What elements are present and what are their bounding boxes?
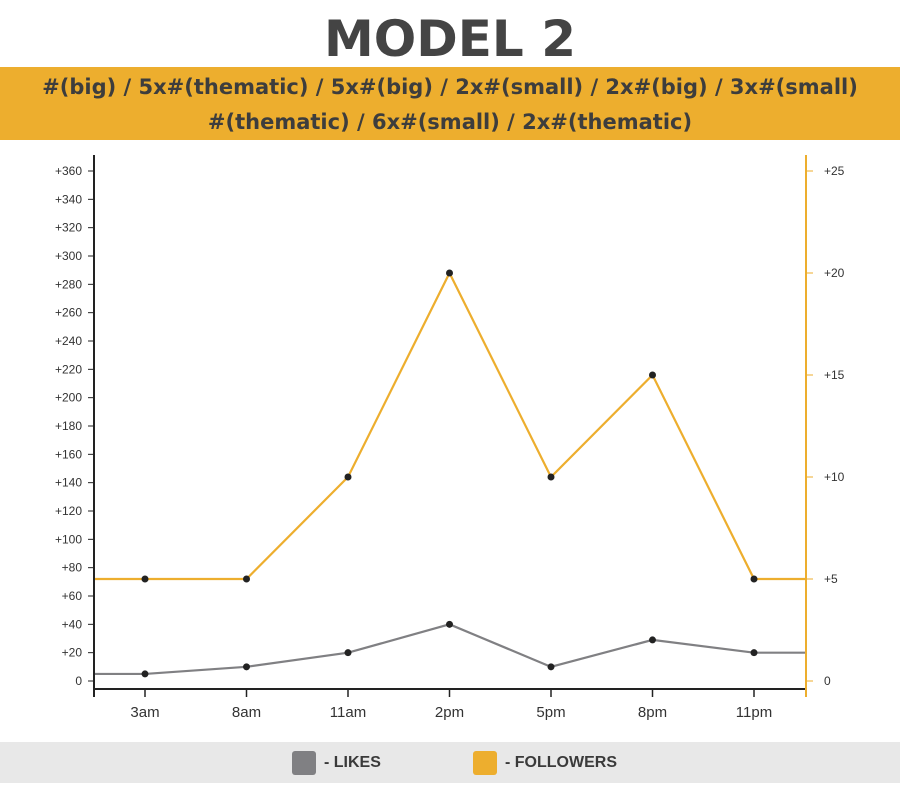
- left-tick-label: +120: [55, 504, 82, 518]
- followers-point: [243, 575, 250, 583]
- x-tick-label: 11pm: [736, 704, 772, 721]
- likes-point: [344, 649, 352, 657]
- chart-title: MODEL 2: [324, 10, 576, 68]
- followers-point: [141, 575, 149, 583]
- left-tick-label: +200: [55, 391, 82, 405]
- likes-legend-label: - LIKES: [324, 754, 381, 771]
- left-tick-label: +140: [55, 476, 82, 490]
- right-tick-label: +25: [824, 164, 845, 178]
- right-tick-label: +20: [824, 266, 845, 280]
- x-tick-label: 8am: [232, 704, 261, 721]
- left-tick-label: +360: [55, 164, 82, 178]
- left-tick-label: +220: [55, 362, 82, 376]
- followers-swatch: [473, 751, 497, 775]
- hashtag-banner: #(big) / 5x#(thematic) / 5x#(big) / 2x#(…: [0, 67, 900, 140]
- left-tick-label: +240: [55, 334, 82, 348]
- x-tick-label: 3am: [130, 704, 159, 721]
- left-tick-label: +280: [55, 277, 82, 291]
- banner-line-2: #(thematic) / 6x#(small) / 2x#(thematic): [207, 110, 693, 134]
- legend-item-followers: - FOLLOWERS: [473, 751, 617, 775]
- left-tick-label: +100: [55, 532, 82, 546]
- followers-legend-label: - FOLLOWERS: [505, 754, 617, 771]
- left-tick-label: +180: [55, 419, 82, 433]
- x-tick-label: 8pm: [638, 704, 667, 721]
- left-tick-label: +160: [55, 447, 82, 461]
- right-tick-label: +15: [824, 368, 845, 382]
- left-tick-label: +60: [62, 589, 83, 603]
- likes-point: [446, 620, 453, 628]
- left-tick-label: +260: [55, 306, 82, 320]
- likes-point: [547, 663, 555, 671]
- followers-line: [95, 270, 805, 581]
- legend-item-likes: - LIKES: [292, 751, 381, 775]
- followers-point: [649, 371, 656, 379]
- x-tick-label: 5pm: [536, 704, 565, 721]
- likes-point: [243, 663, 250, 671]
- followers-point: [446, 269, 453, 277]
- line-chart: 0+20+40+60+80+100+120+140+160+180+200+22…: [55, 155, 845, 721]
- followers-point: [547, 473, 555, 481]
- left-tick-label: +320: [55, 221, 82, 235]
- right-tick-label: 0: [824, 674, 831, 688]
- followers-point: [750, 575, 758, 583]
- right-tick-label: +5: [824, 572, 838, 586]
- x-tick-label: 11am: [330, 704, 366, 721]
- left-tick-label: +20: [62, 646, 83, 660]
- left-tick-label: +300: [55, 249, 82, 263]
- likes-point: [649, 636, 656, 644]
- followers-point: [344, 473, 352, 481]
- likes-point: [141, 670, 149, 678]
- likes-swatch: [292, 751, 316, 775]
- x-tick-label: 2pm: [435, 704, 464, 721]
- legend: - LIKES - FOLLOWERS: [0, 742, 900, 783]
- left-tick-label: +40: [62, 617, 83, 631]
- left-tick-label: +80: [62, 561, 83, 575]
- banner-line-1: #(big) / 5x#(thematic) / 5x#(big) / 2x#(…: [42, 75, 858, 99]
- right-tick-label: +10: [824, 470, 845, 484]
- likes-point: [750, 649, 758, 657]
- left-tick-label: +340: [55, 192, 82, 206]
- left-tick-label: 0: [75, 674, 82, 688]
- likes-line: [95, 623, 805, 676]
